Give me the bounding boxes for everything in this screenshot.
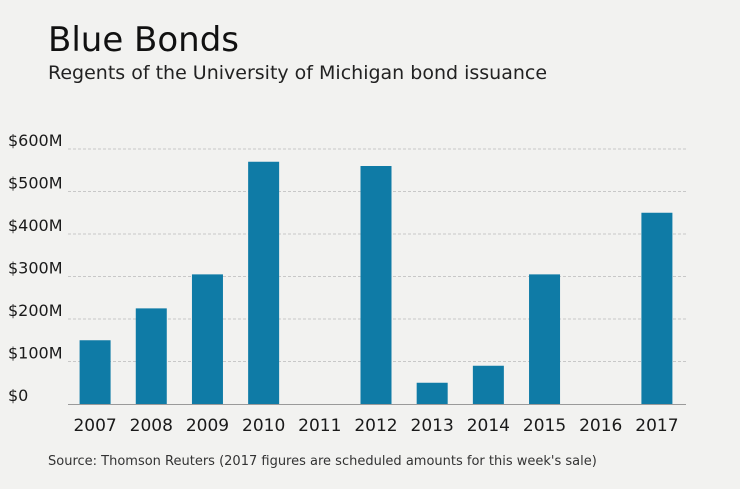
bar-2017 bbox=[641, 212, 673, 404]
x-tick-label: 2017 bbox=[635, 416, 678, 436]
y-tick-label: $200M bbox=[8, 301, 63, 320]
y-tick-label: $0 bbox=[8, 386, 28, 405]
y-tick-label: $400M bbox=[8, 216, 63, 235]
x-tick-label: 2013 bbox=[411, 416, 454, 436]
bar-2009 bbox=[191, 274, 223, 404]
bar-2013 bbox=[416, 382, 448, 404]
x-tick-label: 2015 bbox=[523, 416, 566, 436]
y-tick-label: $100M bbox=[8, 344, 63, 363]
x-tick-label: 2010 bbox=[242, 416, 285, 436]
y-tick-label: $500M bbox=[8, 174, 63, 193]
bar-2007 bbox=[79, 340, 111, 404]
x-tick-label: 2008 bbox=[130, 416, 173, 436]
chart-subtitle: Regents of the University of Michigan bo… bbox=[48, 62, 548, 84]
bar-2015 bbox=[529, 274, 561, 404]
grid-lines bbox=[68, 148, 686, 362]
bars bbox=[79, 161, 673, 404]
y-axis-tick-labels: $0 $100M $200M $300M $400M $500M $600M bbox=[8, 131, 63, 405]
bar-2008 bbox=[135, 308, 167, 404]
bar-2012 bbox=[360, 166, 392, 404]
bar-2010 bbox=[248, 161, 280, 404]
bar-2014 bbox=[472, 365, 504, 404]
source-note: Source: Thomson Reuters (2017 figures ar… bbox=[48, 454, 597, 469]
x-tick-label: 2012 bbox=[354, 416, 397, 436]
y-tick-label: $600M bbox=[8, 131, 63, 150]
x-tick-label: 2009 bbox=[186, 416, 229, 436]
y-tick-label: $300M bbox=[8, 259, 63, 278]
x-tick-label: 2014 bbox=[467, 416, 510, 436]
x-axis-tick-labels: 2007 2008 2009 2010 2011 2012 2013 2014 2015 2016… bbox=[73, 416, 678, 436]
x-tick-label: 2011 bbox=[298, 416, 341, 436]
chart-title: Blue Bonds bbox=[48, 20, 240, 60]
x-tick-label: 2016 bbox=[579, 416, 622, 436]
x-tick-label: 2007 bbox=[73, 416, 116, 436]
